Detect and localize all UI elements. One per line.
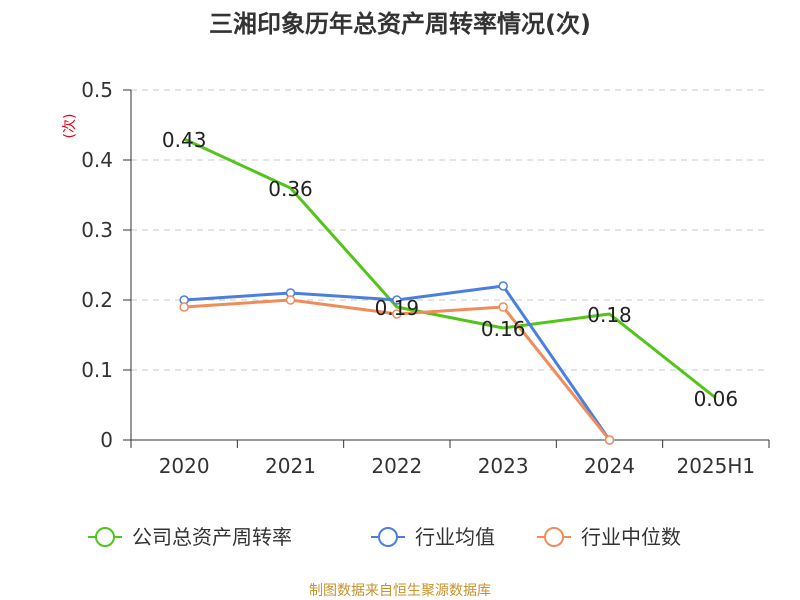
y-tick-label: 0.1 xyxy=(81,358,113,382)
data-point-2 xyxy=(179,302,189,312)
data-label: 0.36 xyxy=(268,177,313,201)
data-point-2 xyxy=(392,309,402,319)
y-tick-label: 0.3 xyxy=(81,218,113,242)
data-point-2 xyxy=(604,435,615,445)
source-note: 制图数据来自恒生聚源数据库 xyxy=(309,583,491,599)
data-point-1 xyxy=(392,295,402,305)
x-tick-label: 2021 xyxy=(265,454,316,478)
legend-label-1: 行业均值 xyxy=(415,525,495,549)
x-tick-label: 2023 xyxy=(478,454,529,478)
data-label: 0.06 xyxy=(694,387,739,411)
legend-marker-1 xyxy=(378,527,398,547)
data-point-2 xyxy=(498,302,508,312)
data-label: 0.18 xyxy=(587,303,632,327)
data-point-1 xyxy=(498,281,508,291)
y-tick-label: 0.5 xyxy=(81,78,113,102)
data-label: 0.43 xyxy=(162,128,207,152)
chart-title: 三湘印象历年总资产周转率情况(次) xyxy=(209,10,591,38)
legend-label-2: 行业中位数 xyxy=(581,525,681,549)
data-label: 0.16 xyxy=(481,317,526,341)
x-tick-label: 2025H1 xyxy=(676,454,755,478)
x-tick-label: 2022 xyxy=(371,454,422,478)
data-label: 0.19 xyxy=(375,296,420,320)
legend-marker-0 xyxy=(95,527,115,547)
series-line-0 xyxy=(183,137,717,400)
x-tick-label: 2020 xyxy=(159,454,210,478)
legend-label-0: 公司总资产周转率 xyxy=(132,525,292,549)
y-tick-label: 0.4 xyxy=(81,148,113,172)
y-tick-label: 0 xyxy=(100,428,113,452)
legend-marker-2 xyxy=(544,527,564,547)
data-point-2 xyxy=(285,295,296,305)
x-tick-label: 2024 xyxy=(584,454,635,478)
y-axis-label: (次) xyxy=(62,114,78,139)
y-tick-label: 0.2 xyxy=(81,288,113,312)
